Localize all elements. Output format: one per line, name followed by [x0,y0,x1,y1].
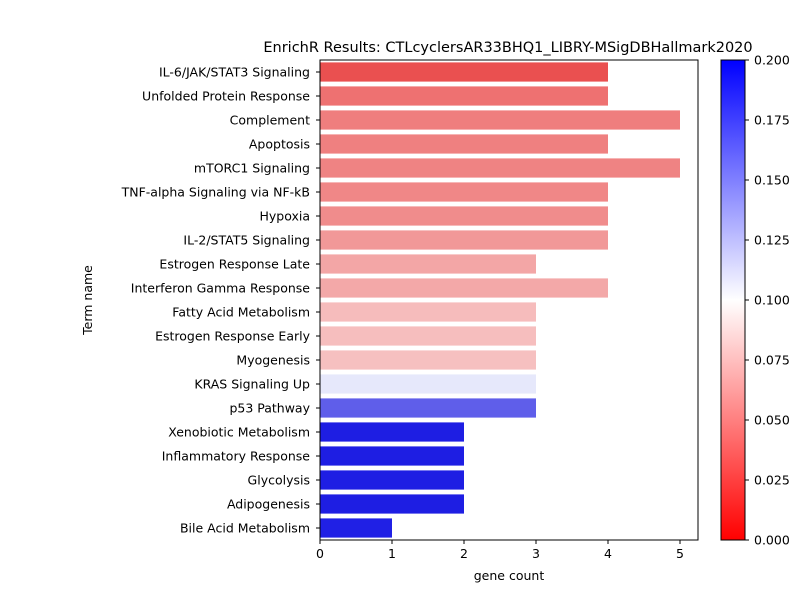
bar [320,302,536,322]
bar [320,422,464,442]
colorbar-tick-label: 0.100 [754,293,790,308]
bar [320,398,536,418]
bar [320,62,608,82]
y-tick-label: Inflammatory Response [162,449,311,464]
colorbar-tick-label: 0.175 [754,113,790,128]
bar [320,254,536,274]
bar [320,278,608,298]
y-tick-label: p53 Pathway [229,401,310,416]
y-tick-label: Myogenesis [236,353,310,368]
colorbar-tick-label: 0.025 [754,473,790,488]
y-tick-label: Unfolded Protein Response [142,89,310,104]
y-tick-label: Hypoxia [259,209,310,224]
y-tick-labels: IL-6/JAK/STAT3 Signaling Unfolded Protein… [121,65,320,536]
colorbar-tick-label: 0.000 [754,533,790,548]
y-tick-label: Apoptosis [249,137,310,152]
colorbar [720,59,746,541]
bar [320,110,680,130]
colorbar-tick-label: 0.150 [754,173,790,188]
x-tick-label: 3 [532,546,540,561]
bar [320,182,608,202]
y-tick-label: Estrogen Response Early [155,329,311,344]
y-tick-label: Interferon Gamma Response [131,281,311,296]
bar [320,350,536,370]
bar [320,494,464,514]
y-tick-label: Adipogenesis [227,497,310,512]
bar [320,158,680,178]
bar [320,470,464,490]
x-tick-label: 1 [388,546,396,561]
bar [320,446,464,466]
bar [320,206,608,226]
x-tick-label: 0 [316,546,324,561]
colorbar-ticks: 0.000 0.025 0.050 0.075 0.100 0.125 0.150 0.175… [745,53,790,548]
bar [320,134,608,154]
y-tick-label: Xenobiotic Metabolism [168,425,310,440]
bars-group [320,62,680,538]
plot-frame [319,59,699,541]
x-ticks: 0 1 2 3 4 5 [316,540,684,561]
y-tick-label: Complement [230,113,310,128]
bar [320,518,392,538]
y-tick-label: Glycolysis [248,473,310,488]
x-tick-label: 2 [460,546,468,561]
x-tick-label: 4 [604,546,612,561]
y-tick-label: Estrogen Response Late [159,257,310,272]
y-tick-label: TNF-alpha Signaling via NF-kB [121,185,310,200]
bar [320,374,536,394]
chart-title: EnrichR Results: CTLcyclersAR33BHQ1_LIBR… [263,40,752,56]
colorbar-tick-label: 0.125 [754,233,790,248]
x-axis-label: gene count [474,568,545,583]
bar [320,86,608,106]
colorbar-tick-label: 0.075 [754,353,790,368]
y-tick-label: KRAS Signaling Up [194,377,310,392]
colorbar-tick-label: 0.050 [754,413,790,428]
bar [320,230,608,250]
y-tick-label: IL-6/JAK/STAT3 Signaling [159,65,310,80]
x-tick-label: 5 [676,546,684,561]
colorbar-tick-label: 0.200 [754,53,790,68]
y-tick-label: Bile Acid Metabolism [180,521,310,536]
bar [320,326,536,346]
y-tick-label: IL-2/STAT5 Signaling [183,233,310,248]
y-tick-label: mTORC1 Signaling [194,161,310,176]
y-axis-label: Term name [80,265,95,336]
y-tick-label: Fatty Acid Metabolism [172,305,310,320]
